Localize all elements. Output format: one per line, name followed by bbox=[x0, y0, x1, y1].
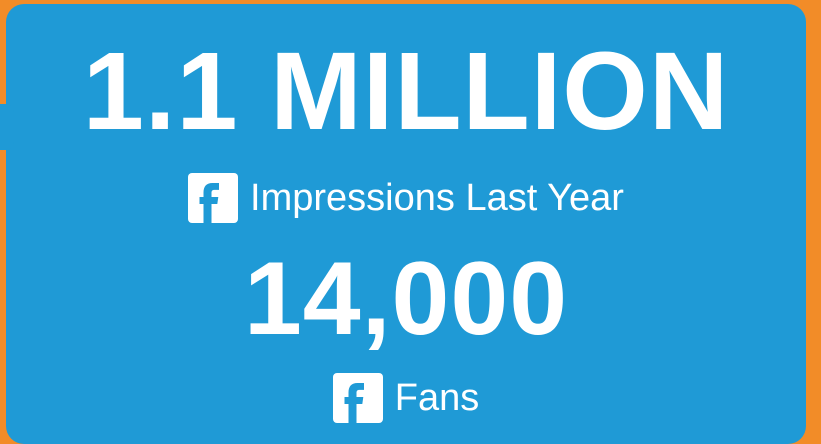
impressions-label-row: Impressions Last Year bbox=[6, 173, 806, 223]
impressions-label: Impressions Last Year bbox=[250, 177, 624, 219]
card-notch bbox=[0, 104, 14, 150]
fans-label: Fans bbox=[394, 377, 480, 419]
facebook-icon bbox=[332, 373, 383, 423]
impressions-value: 1.1 MILLION bbox=[82, 30, 730, 153]
fans-value: 14,000 bbox=[243, 241, 569, 357]
stats-card: 1.1 MILLION Impressions Last Year 14,000… bbox=[0, 4, 806, 444]
fans-label-row: Fans bbox=[6, 372, 806, 424]
facebook-icon bbox=[188, 173, 239, 223]
